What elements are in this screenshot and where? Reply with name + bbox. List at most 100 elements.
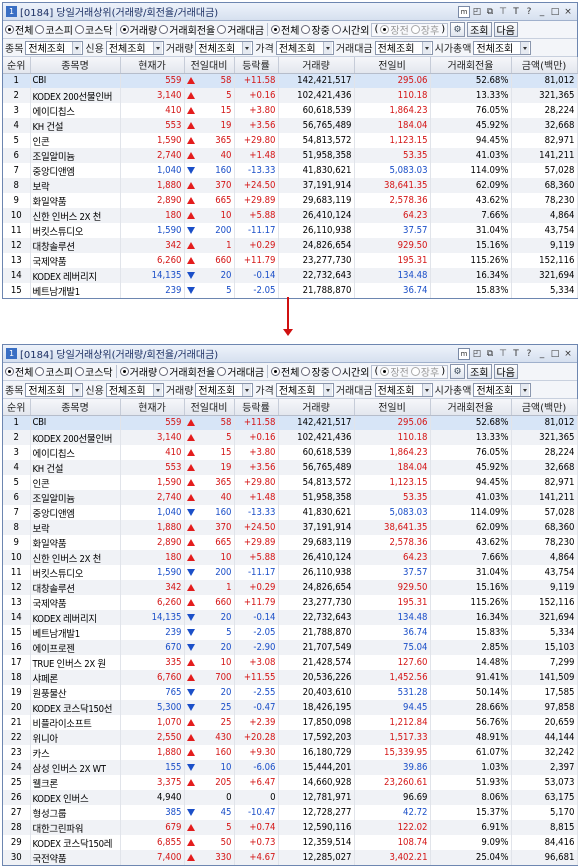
radio-circle-icon[interactable]: [35, 367, 45, 376]
table-row[interactable]: 26 KODEX 인버스 4,940 0 0 12,781,971 96.69 8.06% 63…: [3, 790, 578, 805]
stock-name-cell[interactable]: 조일알미늄: [30, 490, 121, 505]
maximize-icon[interactable]: □: [550, 348, 560, 359]
chevron-down-icon[interactable]: [242, 41, 252, 54]
table-row[interactable]: 22 위니아 2,550 430 +20.28 17,592,203 1,517.33 48.…: [3, 730, 578, 745]
copy-icon[interactable]: ⧉: [486, 6, 494, 17]
column-header[interactable]: 전일대비: [184, 399, 235, 416]
radio-circle-icon[interactable]: [159, 25, 169, 34]
chevron-down-icon[interactable]: [520, 41, 530, 54]
column-header[interactable]: 거래량: [278, 57, 355, 74]
minimize-icon[interactable]: _: [539, 348, 545, 359]
radio-option[interactable]: 장후: [410, 364, 439, 379]
table-row[interactable]: 27 형성그룹 385 45 -10.47 12,728,277 42.72 15.37% 5,…: [3, 805, 578, 820]
table-row[interactable]: 12 대창솔루션 342 1 +0.29 24,826,654 929.50 15.16% 9,…: [3, 580, 578, 595]
column-header[interactable]: 종목명: [30, 399, 121, 416]
pin-icon[interactable]: ⊤: [499, 6, 507, 17]
stock-name-cell[interactable]: CBI: [30, 415, 121, 430]
chevron-down-icon[interactable]: [421, 383, 431, 396]
stock-name-cell[interactable]: 베트남개발1: [30, 283, 121, 298]
table-row[interactable]: 21 비플라이소프트 1,070 25 +2.39 17,850,098 1,212.84 5…: [3, 715, 578, 730]
stock-name-cell[interactable]: 중앙디앤엠: [30, 505, 121, 520]
table-row[interactable]: 8 보락 1,880 370 +24.50 37,191,914 38,641.35 62.0…: [3, 178, 578, 193]
font-icon[interactable]: T: [513, 348, 519, 359]
radio-option[interactable]: 전체: [271, 364, 299, 379]
table-row[interactable]: 6 조일알미늄 2,740 40 +1.48 51,958,358 53.35 41.03% 1…: [3, 490, 578, 505]
stock-name-cell[interactable]: 인콘: [30, 475, 121, 490]
chevron-down-icon[interactable]: [520, 383, 530, 396]
stock-name-cell[interactable]: 조일알미늄: [30, 148, 121, 163]
stock-name-cell[interactable]: 에이디칩스: [30, 445, 121, 460]
radio-option[interactable]: 코스닥: [75, 22, 113, 37]
radio-option[interactable]: 장중: [301, 22, 330, 37]
query-button[interactable]: 조회: [467, 364, 492, 379]
tile-icon[interactable]: ◰: [472, 348, 482, 359]
stock-name-cell[interactable]: KODEX 인버스: [30, 790, 121, 805]
radio-option[interactable]: 시간외: [331, 364, 369, 379]
table-row[interactable]: 14 KODEX 레버리지 14,135 20 -0.14 22,732,643 134.4…: [3, 268, 578, 283]
table-row[interactable]: 11 버킷스튜디오 1,590 200 -11.17 26,110,938 37.57 31.…: [3, 223, 578, 238]
radio-option[interactable]: 거래량: [119, 364, 157, 379]
filter-select[interactable]: 전체조회: [473, 382, 532, 397]
radio-option[interactable]: 장중: [301, 364, 330, 379]
stock-name-cell[interactable]: 국전약품: [30, 850, 121, 865]
table-row[interactable]: 17 TRUE 인버스 2X 원 335 10 +3.08 21,428,574 127.6…: [3, 655, 578, 670]
table-row[interactable]: 2 KODEX 200선물인버 3,140 5 +0.16 102,421,436 110.…: [3, 430, 578, 445]
radio-circle-icon[interactable]: [380, 367, 390, 376]
table-row[interactable]: 4 KH 건설 553 19 +3.56 56,765,489 184.04 45.92% 32…: [3, 118, 578, 133]
radio-circle-icon[interactable]: [5, 25, 14, 34]
column-header[interactable]: 금액(백만): [511, 57, 578, 74]
radio-circle-icon[interactable]: [75, 25, 85, 34]
table-row[interactable]: 9 화일약품 2,890 665 +29.89 29,683,119 2,578.36 43.…: [3, 535, 578, 550]
help-icon[interactable]: ?: [526, 348, 532, 359]
radio-option[interactable]: 전체: [271, 22, 299, 37]
column-header[interactable]: 금액(백만): [511, 399, 578, 416]
next-button[interactable]: 다음: [493, 364, 518, 379]
radio-circle-icon[interactable]: [271, 25, 281, 34]
table-row[interactable]: 5 인콘 1,590 365 +29.80 54,813,572 1,123.15 94.45…: [3, 133, 578, 148]
column-header[interactable]: 거래량: [278, 399, 355, 416]
chevron-down-icon[interactable]: [242, 383, 252, 396]
column-header[interactable]: 거래회전율: [430, 399, 512, 416]
table-row[interactable]: 7 중앙디앤엠 1,040 160 -13.33 41,830,621 5,083.03 11…: [3, 163, 578, 178]
table-row[interactable]: 13 국제약품 6,260 660 +11.79 23,277,730 195.31 115.…: [3, 595, 578, 610]
filter-select[interactable]: 전체조회: [374, 382, 433, 397]
table-row[interactable]: 15 베트남개발1 239 5 -2.05 21,788,870 36.74 15.83% 5,…: [3, 625, 578, 640]
stock-name-cell[interactable]: 화일약품: [30, 535, 121, 550]
settings-icon[interactable]: ⚙: [450, 22, 466, 37]
chevron-down-icon[interactable]: [322, 383, 332, 396]
table-row[interactable]: 29 KODEX 코스닥150레 6,855 50 +0.73 12,359,514 108…: [3, 835, 578, 850]
table-row[interactable]: 9 화일약품 2,890 665 +29.89 29,683,119 2,578.36 43.…: [3, 193, 578, 208]
column-header[interactable]: 전일비: [354, 57, 431, 74]
filter-select[interactable]: 전체조회: [105, 382, 164, 397]
radio-circle-icon[interactable]: [159, 367, 169, 376]
table-row[interactable]: 24 삼성 인버스 2X WT 155 10 -6.06 15,444,201 39.86 1…: [3, 760, 578, 775]
chevron-down-icon[interactable]: [152, 41, 162, 54]
radio-option[interactable]: 거래대금: [217, 364, 264, 379]
m-icon[interactable]: m: [458, 347, 470, 360]
filter-select[interactable]: 전체조회: [195, 40, 254, 55]
chevron-down-icon[interactable]: [322, 41, 332, 54]
table-row[interactable]: 25 웰크론 3,375 205 +6.47 14,660,928 23,260.61 51.…: [3, 775, 578, 790]
radio-option[interactable]: 거래회전율: [159, 22, 215, 37]
help-icon[interactable]: ?: [526, 6, 532, 17]
radio-circle-icon[interactable]: [380, 25, 390, 34]
radio-option[interactable]: 코스피: [35, 22, 73, 37]
stock-name-cell[interactable]: KODEX 레버리지: [30, 610, 121, 625]
column-header[interactable]: 거래회전율: [430, 57, 512, 74]
font-icon[interactable]: T: [513, 6, 519, 17]
close-icon[interactable]: ×: [564, 6, 572, 17]
stock-name-cell[interactable]: KODEX 레버리지: [30, 268, 121, 283]
table-row[interactable]: 1 CBI 559 58 +11.58 142,421,517 295.06 52.68% 81…: [3, 73, 578, 88]
column-header[interactable]: 순위: [3, 399, 31, 416]
table-row[interactable]: 5 인콘 1,590 365 +29.80 54,813,572 1,123.15 94.45…: [3, 475, 578, 490]
radio-circle-icon[interactable]: [75, 367, 85, 376]
radio-option[interactable]: 시간외: [331, 22, 369, 37]
stock-name-cell[interactable]: 베트남개발1: [30, 625, 121, 640]
stock-name-cell[interactable]: 대창솔루션: [30, 580, 121, 595]
stock-name-cell[interactable]: 화일약품: [30, 193, 121, 208]
table-row[interactable]: 15 베트남개발1 239 5 -2.05 21,788,870 36.74 15.83% 5,…: [3, 283, 578, 298]
table-row[interactable]: 18 샤페론 6,760 700 +11.55 20,536,226 1,452.56 91.…: [3, 670, 578, 685]
minimize-icon[interactable]: _: [539, 6, 545, 17]
table-row[interactable]: 28 대한그린파워 679 5 +0.74 12,590,116 122.02 6.91% 8,…: [3, 820, 578, 835]
stock-name-cell[interactable]: 신한 인버스 2X 천: [30, 208, 121, 223]
